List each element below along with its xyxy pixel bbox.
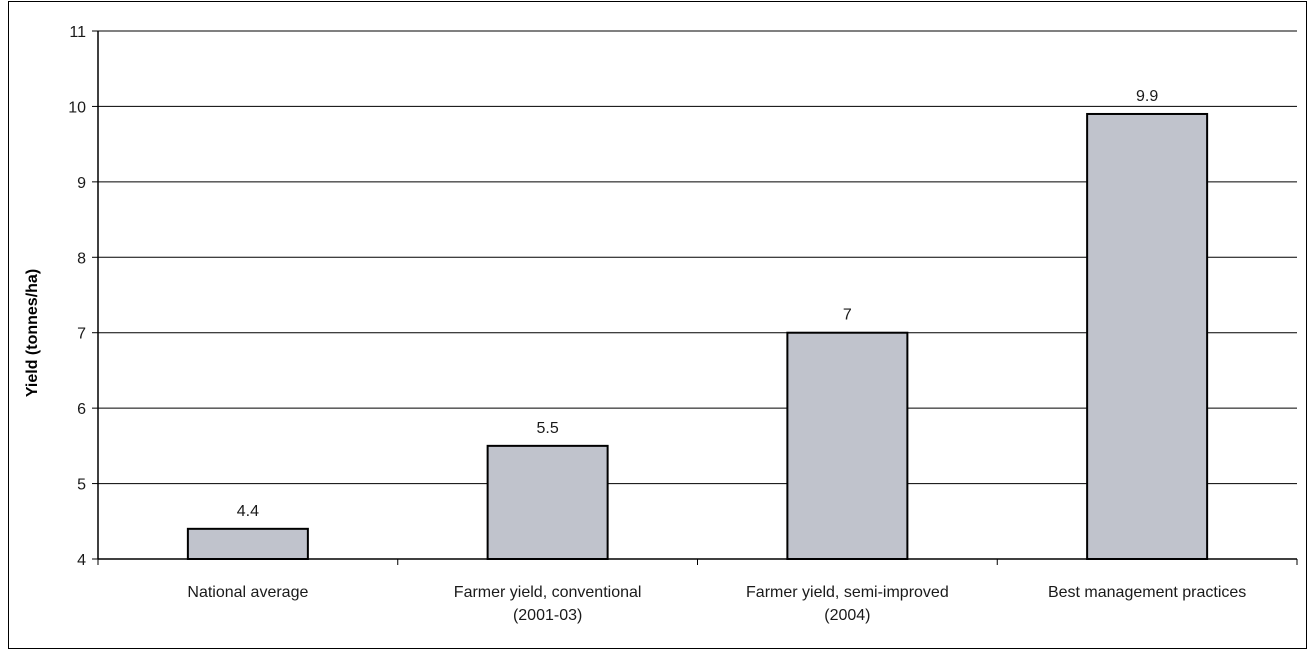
x-category-label: Best management practices [1048,584,1246,601]
x-category-label: National average [187,584,308,601]
y-tick-label: 11 [69,24,86,41]
bar [486,444,609,561]
y-axis-title: Yield (tonnes/ha) [24,269,41,397]
y-tick-label: 6 [77,401,86,418]
x-category-label: (2001-03) [513,607,582,624]
y-tick-label: 9 [77,175,86,192]
y-tick-label: 5 [77,477,86,494]
bar-value-label: 5.5 [537,420,559,437]
x-category-label: (2004) [824,607,870,624]
bar-value-label: 9.9 [1136,88,1158,105]
bar-value-label: 4.4 [237,503,259,520]
y-tick-label: 4 [77,552,86,569]
bar [186,527,309,560]
bar [1086,112,1209,560]
y-tick-label: 7 [77,326,86,343]
bar [786,331,909,561]
x-category-label: Farmer yield, conventional [454,584,642,601]
x-category-label: Farmer yield, semi-improved [746,584,949,601]
y-tick-label: 10 [68,99,86,116]
bars [186,112,1209,561]
bar-value-label: 7 [843,307,852,324]
y-tick-label: 8 [77,250,86,267]
labels: 4 5 6 7 8 9 10 11 4.4 National average 5.5 Farmer y… [68,24,1246,624]
